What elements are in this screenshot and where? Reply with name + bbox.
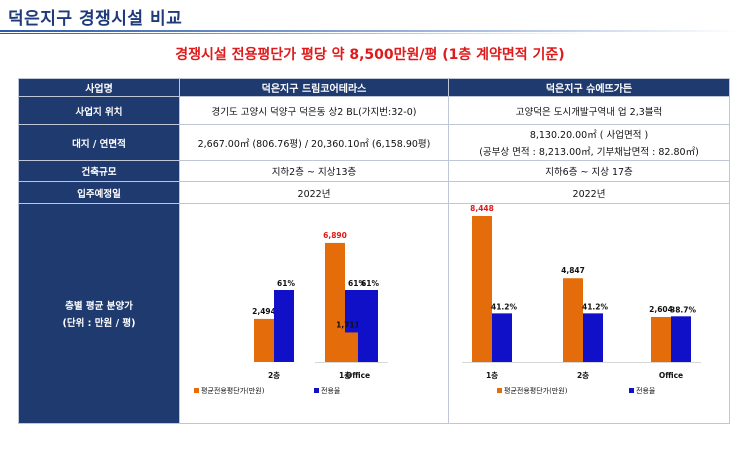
price-label-1: 4,847 [561, 266, 585, 275]
table-row-move-in: 입주예정일 2022년 2022년 [18, 181, 730, 204]
cell-location-site2: 고양덕은 도시개발구역내 업 2,3블럭 [448, 96, 730, 125]
table-row-area: 대지 / 연면적 2,667.00㎡ (806.76평) / 20,360.10… [18, 124, 730, 161]
ratio-label-2: 38.7% [670, 305, 697, 314]
category-label-2: Office [659, 371, 683, 380]
ratio-label-1: 41.2% [582, 302, 609, 311]
chart-cell-site1: 6,890 61% 1층 2,494 61% 2층 1,711 61% Office 평균전용평단… [179, 203, 449, 424]
legend-label-0: 평균전용평단가(만원) [201, 386, 265, 395]
category-label-0: 1층 [486, 370, 498, 380]
header-label-project: 사업명 [18, 78, 180, 97]
cell-area-site2-line1: 8,130.20.00㎡ ( 사업면적 ) [529, 130, 649, 141]
cell-move-in-site2: 2022년 [448, 181, 730, 204]
ratio-bar-1 [583, 313, 603, 362]
title-divider [0, 30, 740, 32]
legend-swatch-1 [629, 388, 634, 393]
cell-location-site1: 경기도 고양시 덕양구 덕은동 상2 BL(가지번:32-0) [179, 96, 449, 125]
legend-label-1: 전용율 [321, 386, 341, 395]
ratio-label-1: 61% [277, 279, 295, 288]
price-bar-1 [254, 318, 274, 362]
price-bar-0 [472, 216, 492, 362]
price-bar-0 [325, 242, 345, 362]
cell-scale-site2: 지하6층 ~ 지상 17층 [448, 160, 730, 182]
cell-area-site2-line2: (공부상 면적 : 8,213.00㎡, 기부채납면적 : 82.80㎡) [479, 147, 699, 158]
row-label-price-chart: 층별 평균 분양가 (단위 : 만원 / 평) [18, 203, 180, 424]
ratio-bar-2 [671, 316, 691, 362]
price-bar-2 [651, 316, 671, 362]
table-row-price-chart: 층별 평균 분양가 (단위 : 만원 / 평) 6,890 61% 1층 2,494 6… [18, 203, 730, 424]
cell-move-in-site1: 2022년 [179, 181, 449, 204]
table-row-scale: 건축규모 지하2층 ~ 지상13층 지하6층 ~ 지상 17층 [18, 160, 730, 182]
chart-cell-site2: 8,448 41.2% 1층 4,847 41.2% 2층 2,604 38.7% Office… [448, 203, 730, 424]
cell-area-site1: 2,667.00㎡ (806.76평) / 20,360.10㎡ (6,158.… [179, 124, 449, 161]
row-label-location: 사업지 위치 [18, 96, 180, 125]
price-label-2: 1,711 [336, 320, 360, 329]
table-header-row: 사업명 덕은지구 드림코어테라스 덕은지구 슈에뜨가든 [18, 78, 730, 97]
category-label-2: Office [346, 371, 370, 380]
row-label-area: 대지 / 연면적 [18, 124, 180, 161]
row-label-price-chart-line1: 층별 평균 분양가 [65, 301, 133, 312]
header-site2: 덕은지구 슈에뜨가든 [448, 78, 730, 97]
ratio-label-0: 61% [348, 279, 366, 288]
legend-label-0: 평균전용평단가(만원) [504, 386, 568, 395]
ratio-bar-0 [492, 313, 512, 362]
price-bar-2 [338, 332, 358, 362]
category-label-0: 1층 [339, 370, 351, 380]
ratio-bar-1 [274, 290, 294, 362]
ratio-label-0: 41.2% [491, 302, 518, 311]
header-site1: 덕은지구 드림코어테라스 [179, 78, 449, 97]
price-label-1: 2,494 [252, 307, 276, 316]
table-row-location: 사업지 위치 경기도 고양시 덕양구 덕은동 상2 BL(가지번:32-0) 고… [18, 96, 730, 125]
cell-scale-site1: 지하2층 ~ 지상13층 [179, 160, 449, 182]
price-chart-site1: 6,890 61% 1층 2,494 61% 2층 1,711 61% Office 평균전용평단… [194, 231, 388, 395]
price-label-0: 8,448 [470, 204, 494, 213]
legend-swatch-0 [194, 388, 199, 393]
row-label-scale: 건축규모 [18, 160, 180, 182]
cell-area-site2: 8,130.20.00㎡ ( 사업면적 ) (공부상 면적 : 8,213.00… [448, 124, 730, 161]
legend-swatch-0 [497, 388, 502, 393]
page-title: 덕은지구 경쟁시설 비교 [8, 9, 183, 29]
ratio-label-2: 61% [361, 279, 379, 288]
row-label-move-in: 입주예정일 [18, 181, 180, 204]
price-label-2: 2,604 [649, 305, 673, 314]
legend-label-1: 전용율 [636, 386, 656, 395]
price-bar-1 [563, 278, 583, 362]
page-subtitle: 경쟁시설 전용평단가 평당 약 8,500만원/평 (1층 계약면적 기준) [175, 47, 565, 63]
category-label-1: 2층 [268, 370, 280, 380]
category-label-1: 2층 [577, 370, 589, 380]
comparison-table: 사업명 덕은지구 드림코어테라스 덕은지구 슈에뜨가든 사업지 위치 경기도 고… [18, 78, 730, 424]
price-label-0: 6,890 [323, 231, 347, 240]
legend-swatch-1 [314, 388, 319, 393]
row-label-price-chart-line2: (단위 : 만원 / 평) [62, 318, 136, 329]
title-divider-thin [0, 33, 740, 34]
ratio-bar-2 [358, 290, 378, 362]
